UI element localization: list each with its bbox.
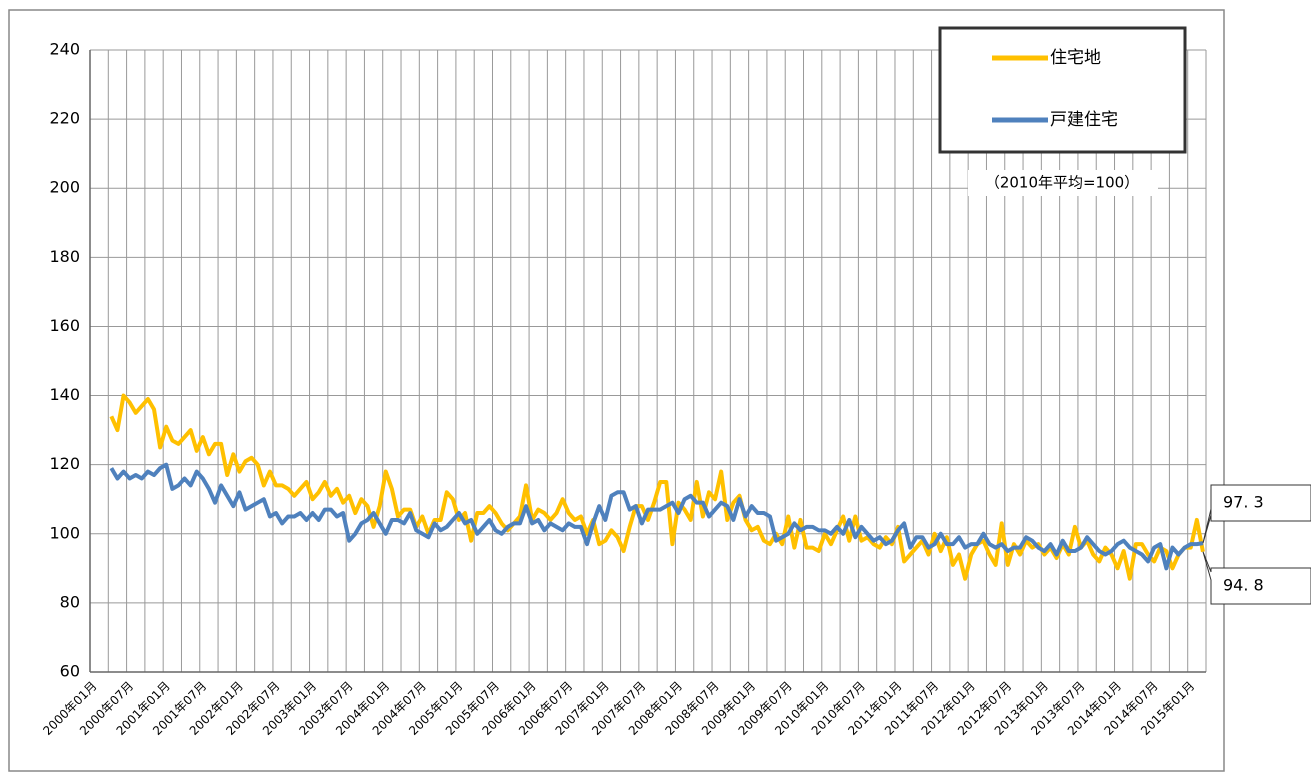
legend-box <box>938 26 1187 154</box>
series-line <box>109 462 1204 571</box>
callout <box>1202 484 1311 544</box>
y-tick-label: 60 <box>60 662 80 681</box>
grid <box>89 49 1207 673</box>
y-tick-label: 120 <box>49 454 80 473</box>
lines <box>109 393 1205 581</box>
data-label: 97. 3 <box>1223 493 1264 512</box>
y-tick-label: 240 <box>49 40 80 59</box>
note-bg <box>968 170 1158 196</box>
y-tick-label: 160 <box>49 316 80 335</box>
data-label: 94. 8 <box>1223 576 1264 595</box>
note: （2010年平均=100） <box>985 174 1139 192</box>
y-tick-label: 220 <box>49 109 80 128</box>
callout <box>1202 551 1311 605</box>
y-tick-label: 180 <box>49 247 80 266</box>
series-line <box>109 393 1205 581</box>
y-tick-label: 100 <box>49 523 80 542</box>
legend-label: 戸建住宅 <box>1050 110 1118 130</box>
y-tick-label: 200 <box>49 178 80 197</box>
y-tick-label: 140 <box>49 385 80 404</box>
y-tick-label: 80 <box>60 592 80 611</box>
legend-label: 住宅地 <box>1050 48 1101 68</box>
